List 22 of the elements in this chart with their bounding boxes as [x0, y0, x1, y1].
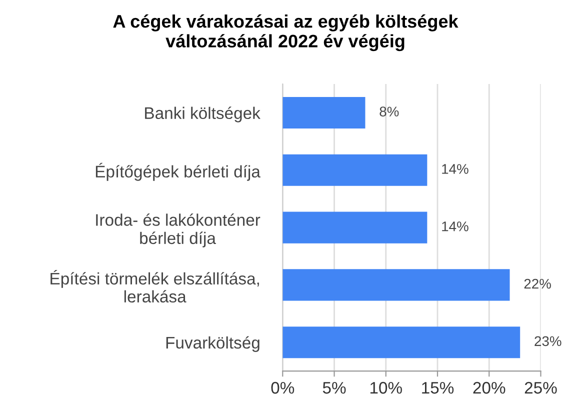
data-label: 14%	[442, 164, 468, 174]
x-tick-label: 5%	[322, 382, 346, 394]
x-tick-label: 0%	[271, 382, 294, 394]
x-tick-label: 25%	[524, 382, 557, 394]
y-tick-label: Iroda- és lakókonténer bérleti díja	[96, 213, 260, 248]
data-label: 14%	[442, 222, 468, 232]
y-tick-label: Építőgépek bérleti díja	[96, 162, 260, 181]
x-tick-label: 20%	[473, 382, 506, 394]
y-tick-label: Fuvarköltség	[166, 336, 260, 352]
bar	[282, 269, 510, 301]
data-label: 23%	[534, 336, 562, 346]
data-label: 8%	[380, 106, 399, 116]
y-tick-label: Építési törmelék elszállítása, lerakása	[50, 270, 259, 303]
bar	[282, 154, 428, 186]
data-label: 22%	[524, 278, 551, 289]
y-tick-label: Banki költségek	[145, 106, 260, 122]
bar	[282, 326, 520, 358]
bar	[282, 212, 428, 244]
chart-title: A cégek várakozásai az egyéb költségek változásánál 2022 év végéig	[113, 14, 458, 52]
x-tick-label: 15%	[422, 382, 454, 394]
bar	[282, 96, 366, 129]
x-tick-label: 10%	[370, 382, 402, 394]
